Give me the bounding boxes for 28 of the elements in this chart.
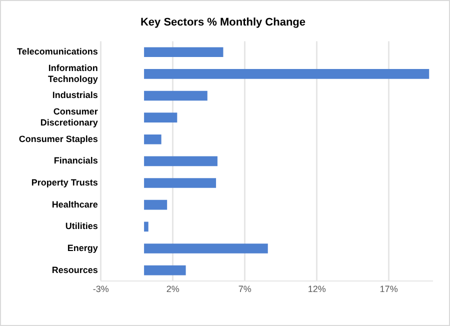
y-tick-label: Consumer Discretionary: [40, 106, 98, 128]
bar: [144, 244, 268, 254]
x-tick-label: 2%: [166, 284, 180, 294]
y-tick-label: Industrials: [52, 90, 98, 100]
y-tick-label: Consumer Staples: [18, 134, 98, 144]
y-tick-label: Financials: [54, 156, 98, 166]
bar: [144, 90, 208, 101]
y-tick-label: Information Technology: [48, 63, 98, 84]
chart-title: Key Sectors % Monthly Change: [140, 16, 306, 29]
y-tick-label: Telecomunications: [16, 46, 98, 57]
y-tick-label: Property Trusts: [31, 178, 98, 188]
bar: [144, 156, 218, 166]
bar: [144, 47, 224, 58]
bar: [144, 178, 216, 188]
bar: [144, 200, 168, 210]
x-tick-label: -3%: [92, 284, 109, 294]
x-tick-label: 17%: [380, 284, 398, 294]
y-tick-label: Utilities: [65, 221, 98, 232]
bar: [144, 222, 148, 232]
y-tick-label: Energy: [67, 242, 98, 253]
y-tick-label: Healthcare: [52, 199, 98, 210]
y-tick-label: Resources: [52, 264, 98, 275]
bar: [144, 134, 162, 144]
bar: [144, 112, 178, 122]
bar: [144, 265, 186, 276]
x-tick-label: 12%: [308, 284, 326, 294]
bar: [144, 69, 430, 79]
x-tick-label: 7%: [238, 284, 252, 294]
